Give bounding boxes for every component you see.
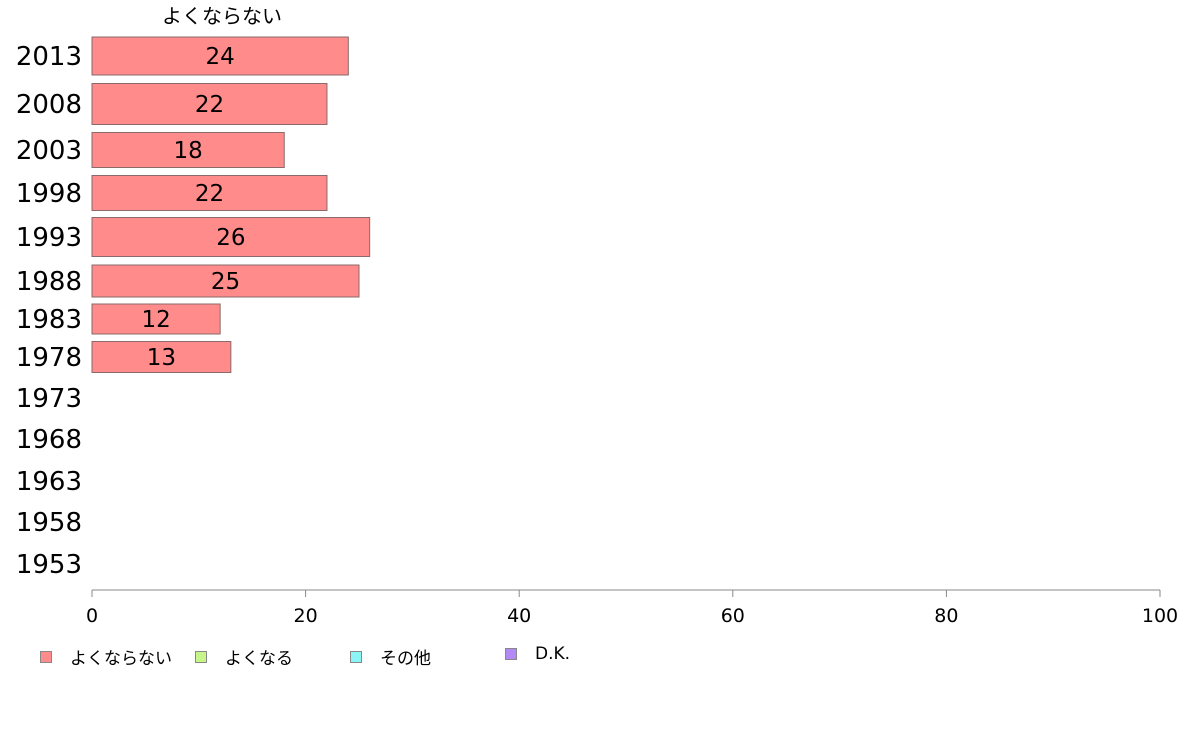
bar (91, 36, 349, 76)
y-tick-label: 1998 (16, 179, 82, 209)
y-tick-label: 1973 (16, 384, 82, 414)
chart-title: よくならない (162, 4, 282, 28)
x-tick-label: 60 (721, 605, 745, 627)
data-label: 22 (195, 92, 224, 118)
data-label: 18 (173, 138, 202, 164)
x-tick-label: 40 (507, 605, 531, 627)
bar (91, 264, 360, 298)
x-tick-label: 20 (294, 605, 318, 627)
x-tick-label: 100 (1142, 605, 1178, 627)
y-tick-label: 1993 (16, 223, 82, 253)
bar (91, 132, 285, 168)
y-tick-label: 1963 (16, 467, 82, 497)
legend-label: よくなる (225, 649, 293, 669)
y-tick-label: 1978 (16, 343, 82, 373)
legend-item: D.K. (505, 644, 570, 664)
bar (91, 341, 232, 373)
data-label: 26 (216, 225, 245, 251)
data-label: 12 (141, 307, 170, 333)
legend-swatch-icon (40, 650, 52, 663)
y-tick-label: 1983 (16, 305, 82, 335)
y-tick-label: 2008 (16, 90, 82, 120)
legend-label: よくならない (70, 649, 172, 669)
y-tick-label: 1958 (16, 508, 82, 538)
x-tick-label: 0 (86, 605, 98, 627)
data-label: 22 (195, 181, 224, 207)
y-tick-label: 1968 (16, 425, 82, 455)
legend-item: よくならない (40, 644, 172, 669)
data-label: 25 (211, 269, 240, 295)
y-tick-label: 1988 (16, 267, 82, 297)
y-tick-label: 1953 (16, 550, 82, 580)
y-tick-label: 2013 (16, 42, 82, 72)
bar (91, 175, 328, 211)
legend-item: よくなる (195, 644, 293, 669)
x-tick-label: 80 (934, 605, 958, 627)
legend-swatch-icon (505, 648, 517, 660)
data-label: 24 (206, 44, 235, 70)
bar (91, 303, 221, 335)
legend-swatch-icon (350, 650, 362, 663)
bar (91, 217, 371, 257)
data-label: 13 (147, 345, 176, 371)
legend-label: D.K. (535, 644, 571, 664)
legend-swatch-icon (195, 650, 207, 663)
y-tick-label: 2003 (16, 136, 82, 166)
legend-label: その他 (380, 649, 431, 669)
legend-item: その他 (350, 644, 431, 669)
bar (91, 83, 328, 125)
